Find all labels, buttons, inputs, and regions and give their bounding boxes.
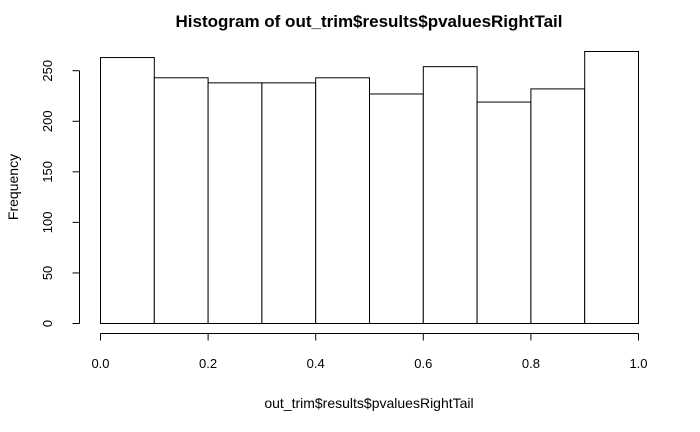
x-tick-label: 1.0: [629, 356, 647, 371]
histogram-bar: [530, 88, 586, 324]
histogram-bar: [476, 101, 532, 324]
histogram-bar: [261, 82, 317, 325]
histogram-bar: [100, 57, 155, 324]
y-tick-label: 100: [40, 212, 55, 234]
x-axis: 0.0 0.2 0.4 0.6 0.8 1.0: [91, 333, 648, 371]
x-tick-label: 0.8: [522, 356, 540, 371]
y-tick-label: 150: [40, 161, 55, 183]
y-tick-label: 50: [40, 266, 55, 280]
histogram-bar: [584, 51, 640, 324]
histogram-bar: [422, 66, 478, 324]
y-tick-label: 250: [40, 60, 55, 82]
histogram-bar: [315, 77, 371, 324]
y-tick-label: 200: [40, 110, 55, 132]
x-tick-label: 0.2: [199, 356, 217, 371]
x-tick-label: 0.0: [91, 356, 109, 371]
y-tick-label: 0: [40, 320, 55, 327]
y-axis: 0 50 100 150 200 250: [40, 60, 80, 327]
bars-group: [100, 51, 640, 325]
histogram-bar: [207, 82, 263, 325]
x-axis-label: out_trim$results$pvaluesRightTail: [264, 395, 473, 411]
histogram-bar: [369, 93, 424, 324]
y-axis-label: Frequency: [5, 154, 21, 220]
x-tick-label: 0.6: [414, 356, 432, 371]
histogram-bar: [153, 77, 209, 324]
x-tick-label: 0.4: [307, 356, 325, 371]
chart-title: Histogram of out_trim$results$pvaluesRig…: [176, 12, 563, 31]
